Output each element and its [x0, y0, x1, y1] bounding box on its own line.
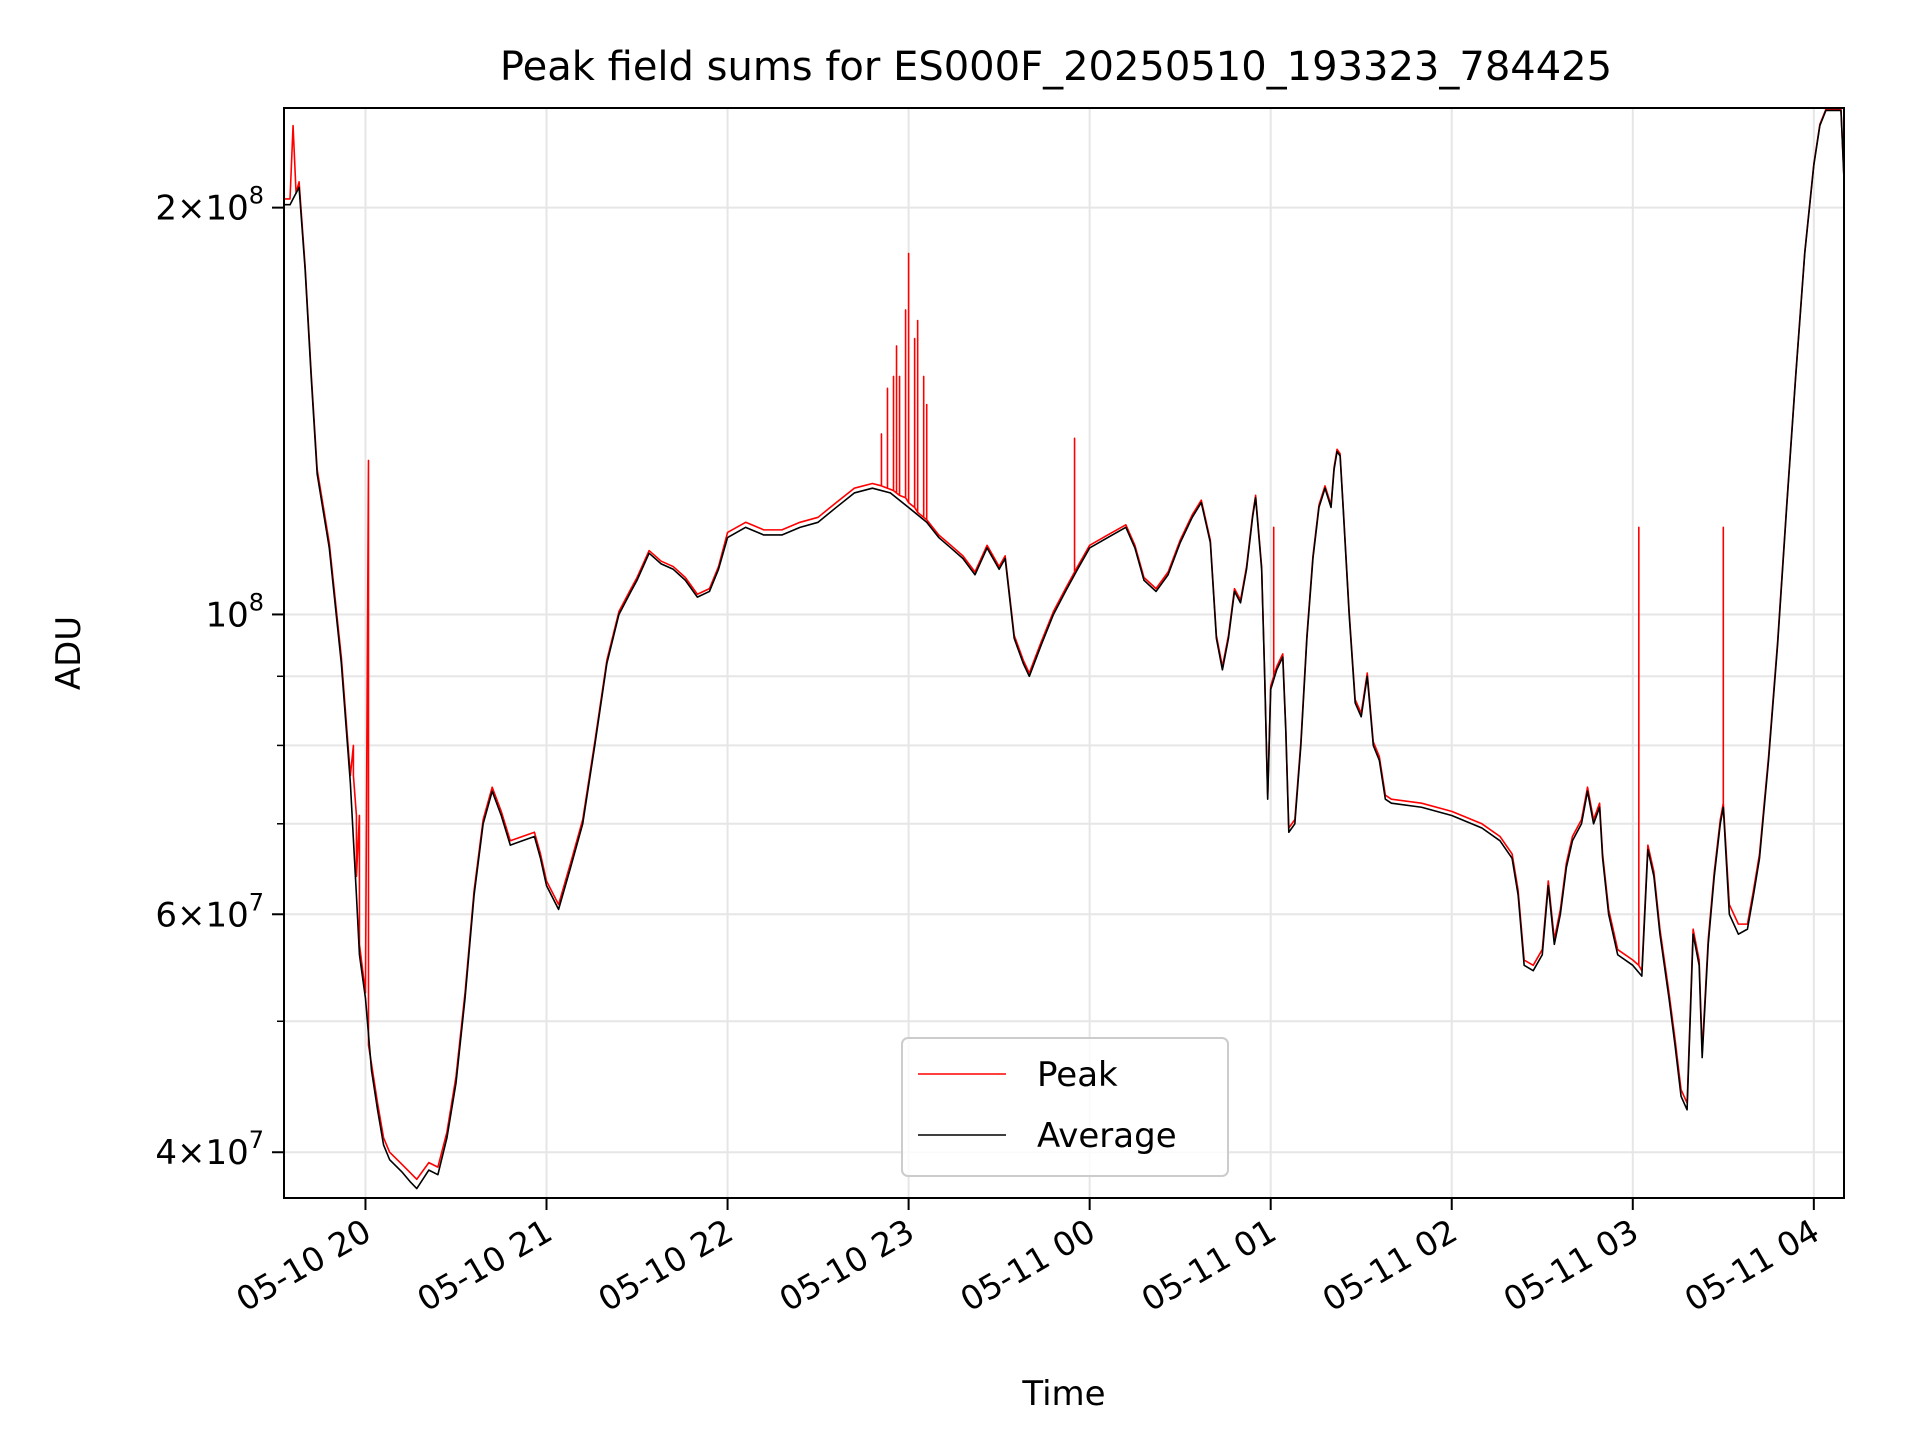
plot-frame [283, 107, 1845, 1199]
y-tick-label: 108 [205, 588, 264, 635]
legend: Peak Average [901, 1037, 1229, 1177]
legend-peak-label: Peak [1037, 1055, 1118, 1095]
y-axis: 4×107 6×107 108 2×108 [155, 182, 284, 1173]
y-tick-label: 2×108 [155, 182, 264, 229]
y-tick-label: 4×107 [155, 1126, 264, 1173]
y-axis-label: ADU [49, 616, 89, 690]
series-layer [284, 108, 1844, 1190]
chart-title: Peak field sums for ES000F_20250510_1933… [500, 44, 1612, 90]
series-line-average [284, 109, 1844, 1190]
legend-average-label: Average [1037, 1116, 1177, 1156]
x-axis-label: Time [1021, 1374, 1105, 1414]
y-tick-label: 6×107 [155, 888, 264, 935]
series-line-peak [284, 108, 1844, 1181]
legend-box [901, 1037, 1229, 1177]
